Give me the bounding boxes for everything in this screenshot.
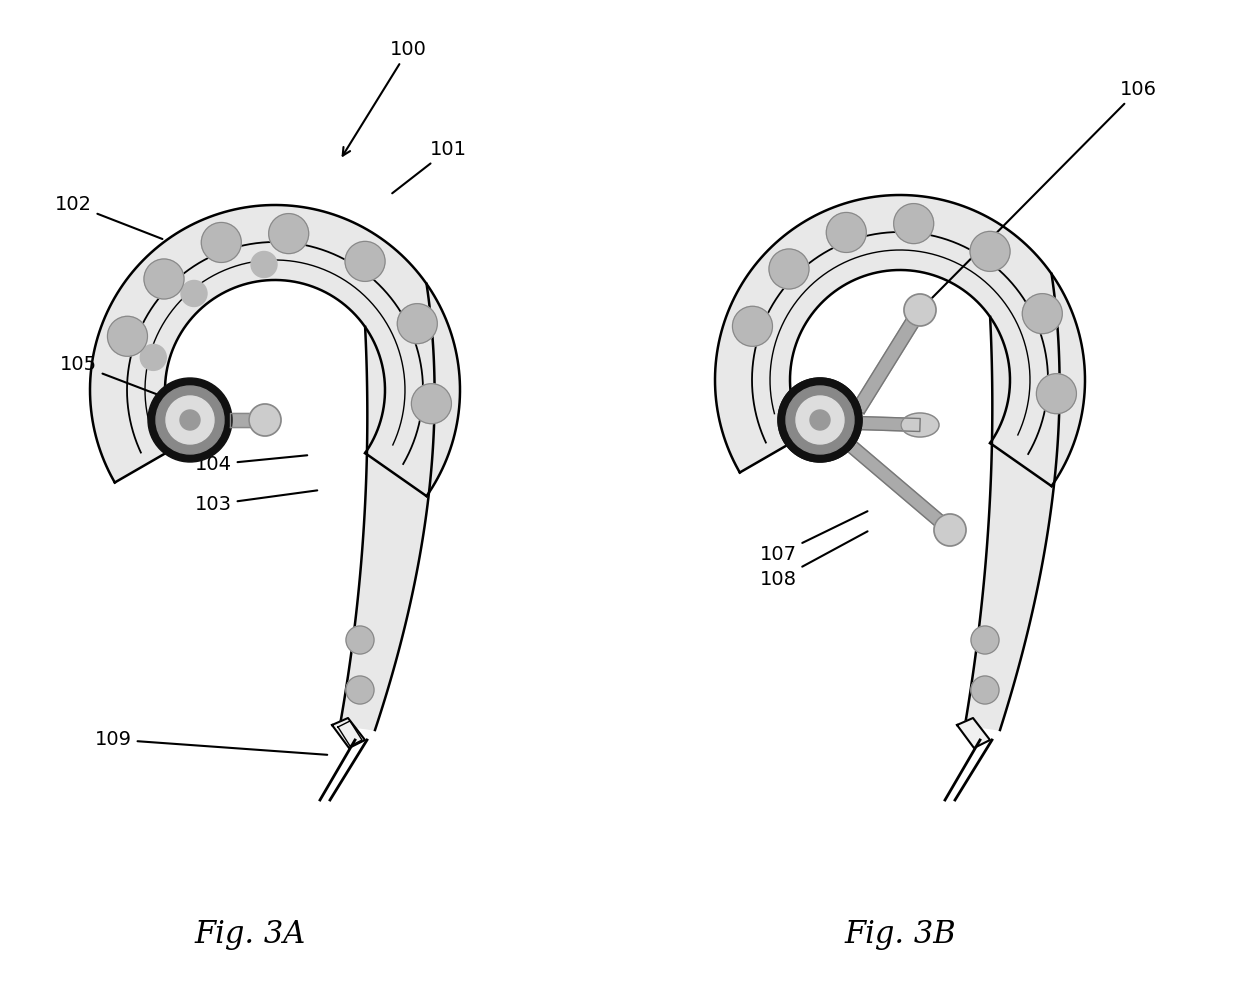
Circle shape (181, 280, 207, 307)
Circle shape (777, 378, 862, 462)
Text: 109: 109 (95, 730, 327, 754)
Circle shape (1022, 294, 1063, 334)
Circle shape (796, 396, 844, 444)
Circle shape (346, 676, 374, 704)
Circle shape (904, 294, 936, 326)
Circle shape (249, 404, 281, 436)
Polygon shape (858, 417, 920, 432)
Polygon shape (852, 306, 926, 414)
Polygon shape (957, 718, 990, 748)
Circle shape (894, 204, 934, 244)
Circle shape (180, 410, 200, 430)
Circle shape (971, 626, 999, 654)
Polygon shape (91, 205, 460, 496)
Circle shape (777, 378, 862, 462)
Circle shape (412, 384, 451, 424)
Circle shape (269, 214, 309, 253)
Circle shape (140, 345, 166, 370)
Circle shape (201, 223, 242, 262)
Circle shape (769, 248, 808, 289)
Polygon shape (715, 195, 1085, 486)
Circle shape (971, 676, 999, 704)
Polygon shape (229, 413, 250, 427)
Text: 102: 102 (55, 195, 162, 239)
Text: 104: 104 (195, 455, 308, 474)
Polygon shape (332, 718, 365, 748)
Text: 106: 106 (932, 80, 1157, 298)
Circle shape (345, 242, 386, 281)
Text: 100: 100 (342, 40, 427, 155)
Text: Fig. 3B: Fig. 3B (844, 920, 956, 950)
Circle shape (1037, 373, 1076, 414)
Circle shape (144, 259, 184, 299)
Circle shape (810, 410, 830, 430)
Circle shape (108, 316, 148, 356)
Circle shape (810, 410, 830, 430)
Circle shape (733, 306, 773, 346)
Circle shape (786, 386, 854, 454)
Circle shape (156, 386, 224, 454)
Text: Fig. 3A: Fig. 3A (195, 920, 305, 950)
Polygon shape (965, 274, 1060, 730)
Circle shape (786, 386, 854, 454)
Circle shape (250, 251, 277, 277)
Circle shape (934, 514, 966, 546)
Circle shape (970, 232, 1011, 271)
Text: 108: 108 (760, 532, 868, 589)
Text: 105: 105 (60, 355, 180, 404)
Circle shape (166, 396, 215, 444)
Circle shape (826, 213, 867, 252)
Text: 107: 107 (760, 511, 868, 564)
Text: 103: 103 (195, 490, 317, 514)
Polygon shape (340, 284, 434, 730)
Circle shape (397, 304, 438, 344)
Circle shape (148, 378, 232, 462)
Ellipse shape (901, 413, 939, 437)
Polygon shape (846, 440, 955, 535)
Circle shape (796, 396, 844, 444)
Text: 101: 101 (392, 140, 467, 193)
Circle shape (346, 626, 374, 654)
